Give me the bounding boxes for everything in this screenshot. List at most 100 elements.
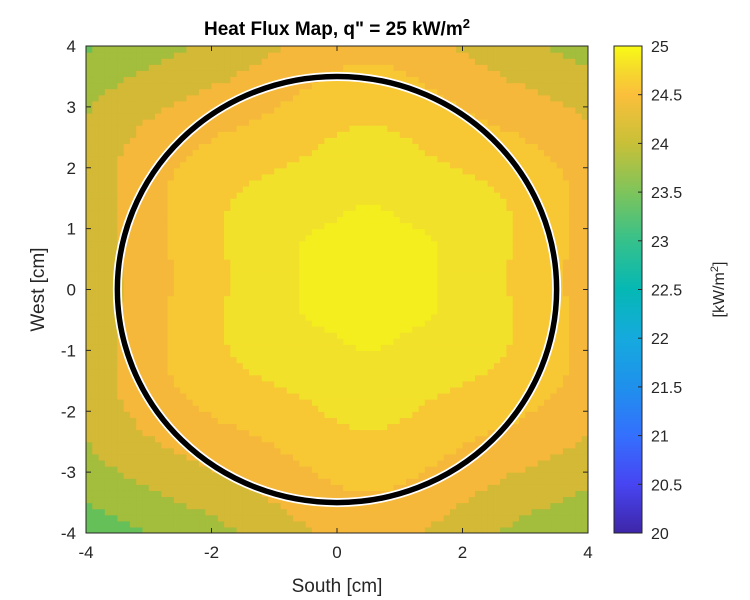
contour-cell (111, 368, 118, 376)
contour-cell (267, 319, 275, 327)
contour-cell (343, 405, 351, 412)
contour-cell (217, 161, 225, 169)
contour-cell (167, 447, 175, 455)
contour-cell (274, 143, 282, 151)
contour-cell (437, 332, 445, 339)
contour-cell (249, 417, 257, 425)
contour-cell (462, 88, 470, 96)
contour-cell (261, 192, 269, 199)
contour-cell (468, 252, 476, 260)
contour-cell (104, 155, 112, 163)
contour-cell (236, 64, 244, 71)
contour-cell (380, 100, 388, 108)
contour-cell (462, 392, 470, 400)
contour-cell (311, 362, 319, 370)
contour-cell (299, 392, 307, 400)
contour-cell (167, 198, 175, 205)
contour-cell (449, 411, 457, 418)
contour-cell (261, 466, 269, 473)
contour-cell (305, 356, 313, 364)
contour-cell (142, 265, 150, 272)
contour-cell (355, 386, 363, 394)
contour-cell (293, 228, 300, 236)
contour-cell (475, 508, 482, 516)
contour-cell (161, 88, 169, 96)
contour-cell (380, 447, 388, 455)
contour-cell (424, 417, 432, 425)
contour-cell (462, 478, 470, 485)
contour-cell (211, 58, 219, 65)
contour-cell (387, 246, 395, 254)
contour-cell (180, 259, 187, 266)
contour-cell (173, 459, 181, 467)
contour-cell (274, 478, 282, 485)
contour-cell (211, 100, 219, 108)
contour-cell (355, 222, 363, 230)
contour-cell (205, 313, 213, 321)
contour-cell (368, 301, 376, 309)
contour-cell (186, 106, 194, 114)
contour-cell (449, 246, 457, 254)
contour-cell (192, 368, 200, 376)
contour-cell (249, 277, 257, 285)
contour-cell (255, 131, 263, 138)
contour-cell (261, 423, 269, 431)
contour-cell (104, 283, 112, 291)
contour-cell (412, 179, 420, 187)
contour-cell (123, 58, 131, 65)
contour-cell (274, 88, 282, 96)
contour-cell (155, 307, 162, 315)
contour-cell (230, 332, 238, 339)
contour-cell (362, 94, 369, 102)
contour-cell (337, 441, 344, 449)
contour-cell (136, 514, 144, 522)
contour-cell (280, 514, 288, 522)
contour-cell (305, 155, 313, 163)
contour-cell (217, 526, 225, 533)
contour-cell (167, 435, 175, 443)
contour-cell (475, 417, 482, 425)
contour-cell (104, 179, 112, 187)
contour-cell (449, 289, 457, 297)
contour-cell (148, 88, 156, 96)
contour-cell (337, 520, 344, 528)
contour-cell (406, 508, 413, 516)
contour-cell (86, 259, 93, 266)
contour-cell (92, 100, 100, 108)
contour-cell (180, 459, 187, 467)
contour-cell (424, 453, 432, 461)
contour-cell (443, 179, 451, 187)
contour-cell (374, 82, 382, 90)
contour-cell (173, 167, 181, 175)
contour-cell (449, 143, 457, 151)
contour-cell (387, 362, 395, 370)
contour-cell (136, 332, 144, 339)
contour-cell (249, 246, 257, 254)
contour-cell (437, 228, 445, 236)
contour-cell (104, 435, 112, 443)
contour-cell (142, 137, 150, 144)
contour-cell (117, 173, 125, 181)
contour-cell (136, 112, 144, 120)
contour-cell (449, 228, 457, 236)
contour-cell (242, 64, 250, 71)
contour-cell (255, 441, 263, 449)
contour-cell (286, 198, 294, 205)
contour-cell (129, 423, 137, 431)
contour-cell (330, 344, 338, 351)
contour-cell (211, 240, 219, 248)
contour-cell (456, 131, 464, 138)
contour-cell (161, 380, 169, 388)
contour-cell (286, 344, 294, 351)
contour-cell (274, 502, 282, 510)
contour-cell (456, 447, 464, 455)
contour-cell (380, 399, 388, 406)
contour-cell (311, 295, 319, 303)
contour-cell (249, 350, 257, 358)
contour-cell (255, 149, 263, 157)
contour-cell (129, 283, 137, 291)
contour-cell (267, 161, 275, 169)
contour-cell (337, 186, 344, 193)
contour-cell (205, 82, 213, 90)
contour-cell (261, 119, 269, 126)
